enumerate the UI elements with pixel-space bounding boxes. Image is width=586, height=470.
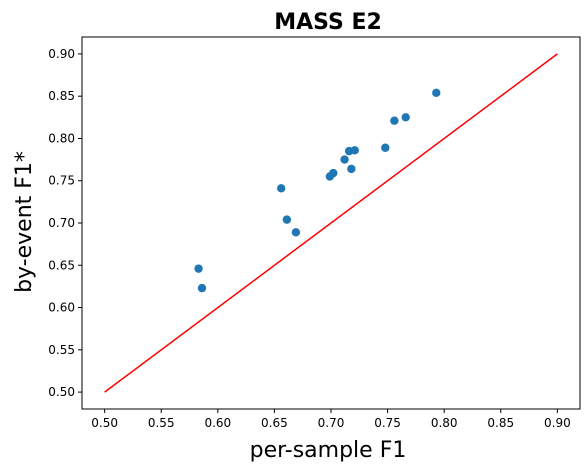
chart-title: MASS E2 xyxy=(274,10,382,35)
scatter-point xyxy=(401,113,410,122)
scatter-point xyxy=(381,143,390,152)
scatter-point xyxy=(197,283,207,293)
y-tick-label: 0.80 xyxy=(48,131,75,145)
y-tick-label: 0.70 xyxy=(48,216,75,230)
x-tick-label: 0.55 xyxy=(148,416,175,430)
y-tick-label: 0.85 xyxy=(48,89,75,103)
x-tick-label: 0.90 xyxy=(544,416,571,430)
scatter-point xyxy=(291,228,301,237)
axis-ticks: 0.50 0.55 0.60 0.65 0.70 0.75 0.80 0.85 0.90 0.50… xyxy=(48,47,570,430)
x-axis-label: per-sample F1 xyxy=(250,438,407,463)
y-axis-label: by-event F1* xyxy=(12,151,37,293)
scatter-point xyxy=(340,155,349,164)
x-tick-label: 0.50 xyxy=(91,416,118,430)
plot-area xyxy=(104,53,558,393)
scatter-point xyxy=(432,88,441,98)
scatter-point xyxy=(282,215,292,224)
x-tick-label: 0.65 xyxy=(261,416,288,430)
x-tick-label: 0.60 xyxy=(204,416,231,430)
scatter-point xyxy=(277,184,286,193)
y-tick-label: 0.60 xyxy=(48,301,75,315)
plot-frame xyxy=(81,36,581,410)
x-tick-label: 0.75 xyxy=(374,416,401,430)
scatter-point xyxy=(350,146,359,155)
identity-line xyxy=(104,53,558,393)
y-tick-label: 0.90 xyxy=(48,47,75,61)
scatter-point xyxy=(347,164,356,174)
y-tick-label: 0.65 xyxy=(48,258,75,272)
scatter-point xyxy=(329,168,338,178)
scatter-point xyxy=(390,116,399,125)
y-tick-label: 0.55 xyxy=(48,343,75,357)
x-tick-label: 0.85 xyxy=(487,416,514,430)
y-tick-label: 0.75 xyxy=(48,174,75,188)
x-tick-label: 0.80 xyxy=(431,416,458,430)
x-tick-label: 0.70 xyxy=(318,416,345,430)
scatter-point xyxy=(194,264,203,273)
y-tick-label: 0.50 xyxy=(48,385,75,399)
